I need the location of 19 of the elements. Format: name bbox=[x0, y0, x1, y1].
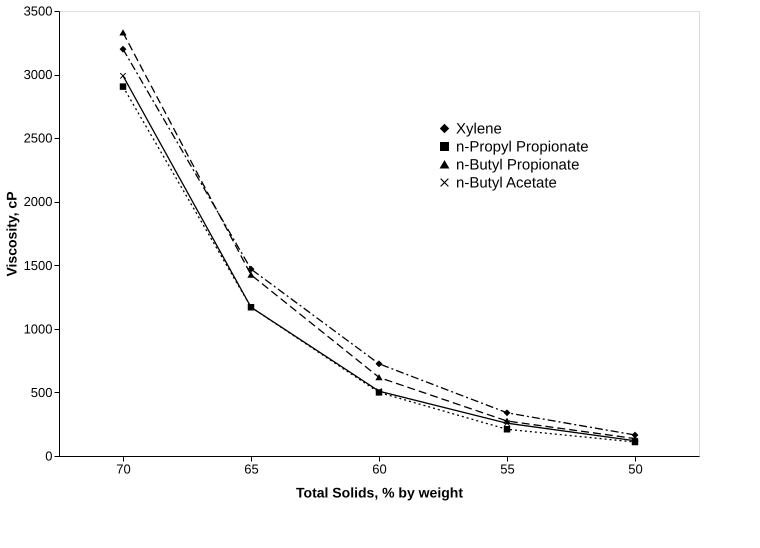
x-tick-label: 70 bbox=[116, 462, 131, 476]
legend-label: n-Propyl Propionate bbox=[456, 138, 589, 156]
x-tick-label: 50 bbox=[628, 462, 643, 476]
y-tick-label: 3500 bbox=[24, 4, 52, 18]
y-tick-label: 2500 bbox=[24, 130, 52, 146]
y-tick-label: 1500 bbox=[24, 258, 52, 273]
x-tick-label: 60 bbox=[372, 462, 387, 476]
x-tick-label: 55 bbox=[500, 462, 515, 476]
legend-label: Xylene bbox=[456, 120, 502, 138]
legend-label: n-Butyl Propionate bbox=[456, 156, 580, 174]
x-axis-title: Total Solids, % by weight bbox=[296, 484, 464, 500]
y-tick-label: 500 bbox=[30, 384, 52, 400]
legend-label: n-Butyl Acetate bbox=[456, 174, 557, 192]
y-tick-label: 0 bbox=[45, 448, 52, 464]
y-axis-title: Viscosity, cP bbox=[4, 191, 20, 277]
y-tick-label: 1000 bbox=[24, 321, 52, 336]
y-tick-label: 3000 bbox=[24, 67, 52, 82]
x-tick-label: 65 bbox=[244, 462, 259, 476]
y-tick-label: 2000 bbox=[24, 194, 52, 210]
